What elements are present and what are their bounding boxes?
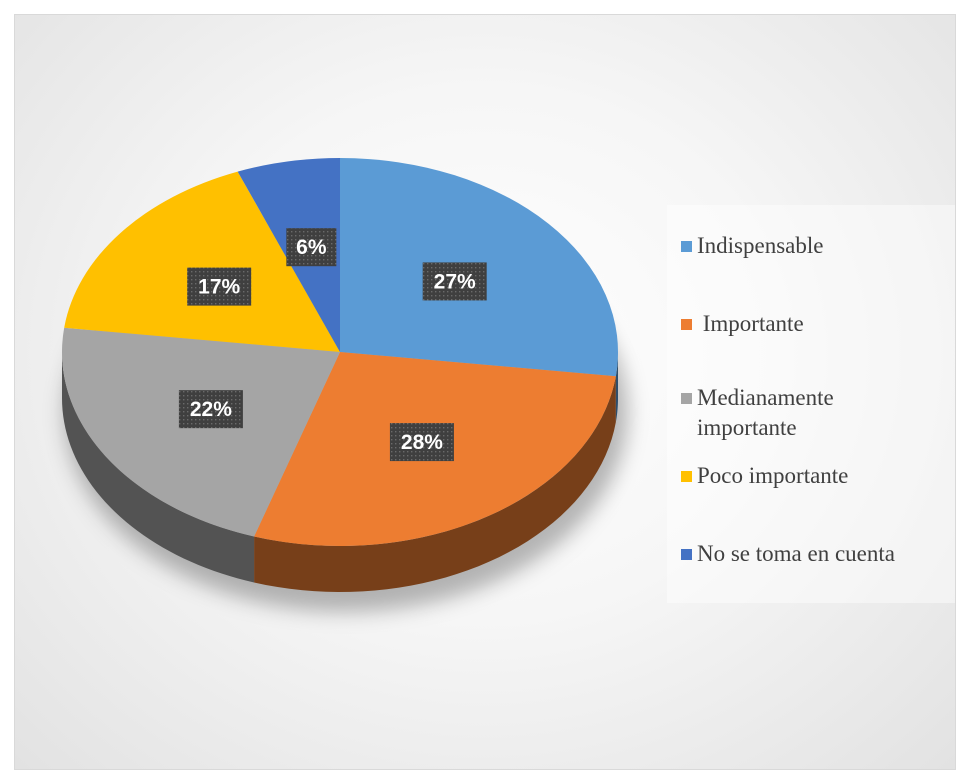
data-label-text: 22%	[190, 398, 232, 421]
data-label-text: 28%	[401, 431, 443, 454]
pie-slice-medianamente-importante	[61, 327, 341, 537]
legend-label: Medianamente importante	[697, 385, 834, 440]
data-label-no-se-toma-en-cuenta: 6%	[286, 228, 337, 267]
pie-side-indispensable	[615, 352, 618, 423]
pie-slice-poco-importante	[64, 171, 340, 352]
legend-item-importante: Importante	[681, 309, 804, 339]
legend-label: No se toma en cuenta	[697, 541, 895, 566]
data-label-poco-importante: 17%	[187, 267, 252, 306]
data-label-importante: 28%	[389, 423, 454, 462]
data-label-text: 6%	[296, 236, 327, 259]
legend-item-poco-importante: Poco importante	[681, 461, 848, 491]
data-label-background	[422, 262, 487, 301]
legend-item-no-se-toma-en-cuenta: No se toma en cuenta	[681, 539, 895, 569]
legend-item-medianamente-importante: Medianamente importante	[681, 383, 834, 443]
data-label-background	[286, 228, 337, 267]
legend-item-indispensable: Indispensable	[681, 231, 823, 261]
pie-side-importante	[254, 376, 616, 592]
data-label-text: 17%	[198, 276, 240, 299]
data-label-background	[178, 390, 243, 429]
legend-swatch	[681, 319, 692, 330]
legend: Indispensable Importante Medianamente im…	[667, 205, 955, 603]
legend-swatch	[681, 549, 692, 560]
legend-label: Poco importante	[697, 463, 849, 488]
data-label-background	[389, 423, 454, 462]
data-label-text: 27%	[434, 270, 476, 293]
data-labels: 27% 28% 22% 17% 6%	[178, 228, 487, 462]
data-label-background	[187, 267, 252, 306]
chart-area: 27% 28% 22% 17% 6% Indispensable Importante …	[14, 14, 956, 770]
pie-slices	[61, 158, 619, 546]
data-label-medianamente-importante: 22%	[178, 390, 243, 429]
data-label-indispensable: 27%	[422, 262, 487, 301]
legend-swatch	[681, 471, 692, 482]
pie-chart: 27% 28% 22% 17% 6%	[61, 158, 628, 612]
pie-side-medianamente-importante	[62, 352, 255, 583]
legend-label: Indispensable	[697, 233, 824, 258]
legend-swatch	[681, 241, 692, 252]
pie-sides	[62, 352, 618, 592]
legend-swatch	[681, 393, 692, 404]
legend-label: Importante	[697, 311, 804, 336]
